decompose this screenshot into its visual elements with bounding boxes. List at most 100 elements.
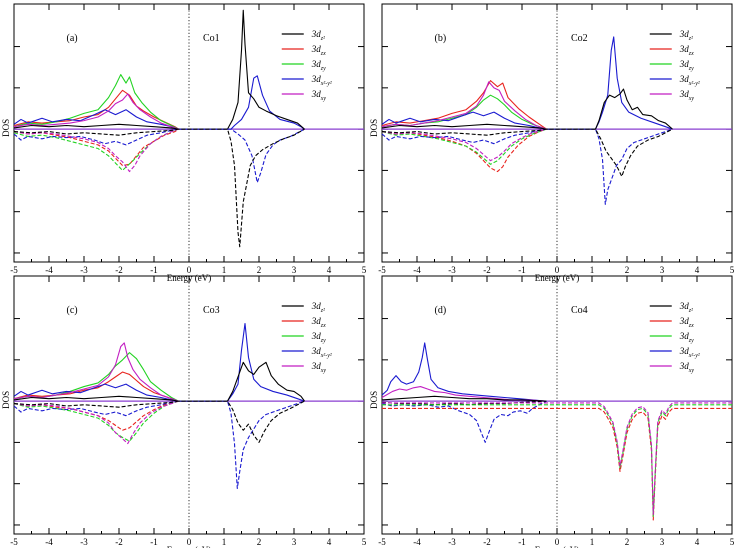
y-axis-title: DOS	[369, 391, 379, 409]
series-3dz2-spin-down	[381, 400, 547, 406]
series-3dz2-spin-down	[381, 128, 673, 177]
series-3dx2-y2-spin-up	[13, 322, 305, 402]
series-3dx2-y2-spin-down	[381, 128, 673, 205]
x-tick-label: -5	[378, 265, 386, 275]
legend-label: 3dzy	[311, 331, 326, 344]
x-tick-label: -2	[115, 537, 123, 547]
series-3dx2-y2-spin-down	[381, 400, 547, 443]
series-3dzy-spin-down	[381, 128, 547, 165]
legend-label: 3dz²	[679, 29, 693, 42]
series-3dz2-spin-up	[381, 88, 673, 130]
x-tick-label: -3	[448, 537, 456, 547]
y-axis-title: DOS	[369, 119, 379, 137]
series-3dxy-spin-up	[13, 342, 179, 402]
x-tick-label: 0	[555, 265, 560, 275]
x-tick-label: 2	[257, 265, 262, 275]
site-label: Co1	[203, 33, 220, 44]
x-tick-label: -2	[483, 537, 491, 547]
x-tick-label: -2	[483, 265, 491, 275]
legend-label: 3dx²-y²	[311, 346, 332, 359]
legend-label: 3dxy	[679, 89, 695, 102]
x-tick-label: -3	[448, 265, 456, 275]
series-3dzx-spin-down	[13, 128, 179, 167]
legend-label: 3dzx	[311, 44, 326, 57]
legend-label: 3dz²	[311, 301, 325, 314]
x-tick-label: 1	[590, 265, 595, 275]
series-3dzx-spin-down	[13, 400, 179, 431]
x-tick-label: -1	[150, 265, 158, 275]
x-tick-label: 0	[555, 537, 560, 547]
legend-label: 3dxy	[311, 89, 327, 102]
x-tick-label: 5	[730, 537, 735, 547]
legend-label: 3dz²	[679, 301, 693, 314]
x-tick-label: 4	[695, 265, 700, 275]
x-tick-label: 3	[292, 537, 297, 547]
legend-label: 3dx²-y²	[679, 74, 700, 87]
x-tick-label: 3	[660, 265, 665, 275]
x-tick-label: 3	[660, 537, 665, 547]
x-tick-label: 1	[222, 265, 227, 275]
x-tick-label: 4	[327, 265, 332, 275]
site-label: Co2	[571, 33, 588, 44]
panel-label: (b)	[435, 33, 447, 44]
series-3dx2-y2-spin-up	[381, 342, 547, 402]
x-tick-label: 0	[187, 537, 192, 547]
series-3dx2-y2-spin-down	[13, 400, 305, 489]
x-axis-title: Energy (eV)	[167, 545, 212, 548]
x-tick-label: -1	[518, 265, 526, 275]
x-tick-label: -3	[80, 537, 88, 547]
site-label: Co3	[203, 305, 220, 316]
series-3dxy-spin-up	[13, 93, 179, 130]
x-tick-label: 1	[222, 537, 227, 547]
series-3dzx-spin-up	[381, 80, 547, 130]
panel-label: (a)	[67, 33, 78, 44]
x-tick-label: -4	[413, 537, 421, 547]
legend-label: 3dzy	[311, 59, 326, 72]
legend-label: 3dx²-y²	[679, 346, 700, 359]
x-tick-label: 5	[362, 537, 367, 547]
site-label: Co4	[571, 305, 588, 316]
legend-label: 3dzy	[679, 331, 694, 344]
x-tick-label: 5	[730, 265, 735, 275]
y-axis-title: DOS	[1, 119, 11, 137]
series-3dz2-spin-down	[13, 128, 305, 248]
series-3dx2-y2-spin-down	[13, 128, 305, 184]
x-tick-label: -1	[518, 537, 526, 547]
panel-co4: -5 -4 -3 -2 -1 0 1 2 3 4 5 Energy (eV) DOS (d) Co4 3dz²…	[369, 275, 735, 548]
legend-label: 3dxy	[679, 361, 695, 374]
series-3dxy-spin-up	[381, 81, 547, 130]
series-3dz2-spin-up	[13, 361, 305, 402]
series-3dzy-spin-up	[13, 352, 179, 402]
x-tick-label: 2	[625, 537, 630, 547]
x-tick-label: -4	[45, 265, 53, 275]
legend-label: 3dxy	[311, 361, 327, 374]
legend-label: 3dzx	[311, 316, 326, 329]
series-3dz2-spin-up	[13, 9, 305, 130]
panel-label: (c)	[67, 305, 78, 316]
series-3dxy-spin-down	[13, 400, 179, 445]
x-tick-label: 4	[327, 537, 332, 547]
legend-label: 3dzx	[679, 44, 694, 57]
y-axis-title: DOS	[1, 391, 11, 409]
series-3dzy-spin-down	[13, 128, 179, 171]
legend-label: 3dzx	[679, 316, 694, 329]
x-tick-label: -1	[150, 537, 158, 547]
x-tick-label: 2	[257, 537, 262, 547]
x-tick-label: 0	[187, 265, 192, 275]
x-tick-label: 2	[625, 265, 630, 275]
panel-co3: -5 -4 -3 -2 -1 0 1 2 3 4 5 Energy (eV) DOS (c) Co3 3dz²…	[1, 275, 367, 548]
series-3dxy-spin-down	[13, 128, 179, 173]
series-3dzy-spin-up	[13, 74, 179, 130]
x-tick-label: 1	[590, 537, 595, 547]
series-3dz2-spin-up	[381, 395, 547, 402]
series-3dzx-spin-up	[13, 371, 179, 402]
series-3dx2-y2-spin-up	[13, 75, 305, 130]
series-3dz2-spin-down	[13, 400, 305, 443]
series-3dzx-spin-down	[382, 407, 732, 521]
legend-label: 3dzy	[679, 59, 694, 72]
x-tick-label: 5	[362, 265, 367, 275]
x-tick-label: -5	[378, 537, 386, 547]
